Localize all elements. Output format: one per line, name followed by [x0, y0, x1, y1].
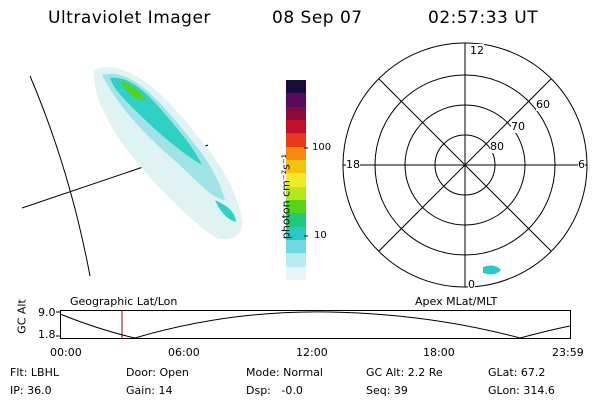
info-seq: Seq: 39: [366, 384, 408, 397]
altitude-curve: [59, 311, 571, 339]
colorbar-band: [286, 119, 306, 134]
colorbar-unit-label: photon cm⁻²s⁻¹: [279, 153, 293, 240]
longitude-arc: [29, 75, 91, 277]
timeline-left-title: Geographic Lat/Lon: [70, 295, 178, 308]
timeline-right-title: Apex MLat/MLT: [415, 295, 498, 308]
mlt-label-6: 6: [578, 158, 585, 171]
timeline-y-tick-bottom: 1.8: [38, 328, 56, 341]
polar-emission: [483, 265, 501, 275]
colorbar-band: [286, 226, 306, 240]
colorbar-band: [286, 106, 306, 120]
mlt-label-12: 12: [470, 44, 484, 57]
colorbar-tick-10: 10: [314, 230, 327, 241]
colorbar-band: [286, 159, 306, 174]
info-glat: GLat: 67.2: [488, 366, 546, 379]
colorbar-band: [286, 239, 306, 254]
instrument-title: Ultraviolet Imager: [48, 8, 211, 28]
colorbar-ticks: [304, 147, 308, 237]
lat-label-80: 80: [490, 140, 504, 153]
time-label: 02:57:33 UT: [428, 8, 539, 28]
timeline-x-tick-0600: 06:00: [168, 346, 200, 359]
colorbar-band: [286, 266, 306, 280]
colorbar-band: [286, 146, 306, 160]
timeline-x-tick-0000: 00:00: [50, 346, 82, 359]
colorbar-band: [286, 186, 306, 200]
lat-label-60: 60: [536, 98, 550, 111]
info-dsp: Dsp: -0.0: [246, 384, 303, 397]
timeline-x-tick-1200: 12:00: [296, 346, 328, 359]
info-mode: Mode: Normal: [246, 366, 323, 379]
polar-plot: [342, 42, 588, 288]
mlt-line-diag2: [378, 78, 552, 252]
colorbar-band: [286, 93, 306, 107]
info-door: Door: Open: [126, 366, 189, 379]
lat-label-70: 70: [511, 120, 525, 133]
mlt-label-18: 18: [346, 158, 360, 171]
colorbar-band: [286, 253, 306, 267]
timeline-y-axis-label: GC Alt: [15, 299, 29, 334]
altitude-timeline: [56, 310, 571, 339]
timeline-x-tick-2359: 23:59: [552, 346, 584, 359]
mlt-label-0: 0: [468, 278, 475, 291]
date-label: 08 Sep 07: [272, 8, 363, 28]
info-ip: IP: 36.0: [10, 384, 52, 397]
info-filter: Flt: LBHL: [10, 366, 59, 379]
auroral-emission: [93, 67, 243, 240]
info-glon: GLon: 314.6: [488, 384, 555, 397]
info-gain: Gain: 14: [126, 384, 173, 397]
colorbar-tick-100: 100: [312, 142, 332, 153]
colorbar-band: [286, 199, 306, 214]
colorbar: [286, 80, 306, 280]
colorbar-band: [286, 173, 306, 187]
colorbar-band: [286, 133, 306, 147]
timeline-y-tick-top: 9.0: [38, 306, 56, 319]
timeline-x-tick-1800: 18:00: [423, 346, 455, 359]
colorbar-band: [286, 80, 306, 94]
geographic-image-panel: [21, 67, 243, 277]
colorbar-band: [286, 213, 306, 227]
info-gc-alt: GC Alt: 2.2 Re: [366, 366, 443, 379]
